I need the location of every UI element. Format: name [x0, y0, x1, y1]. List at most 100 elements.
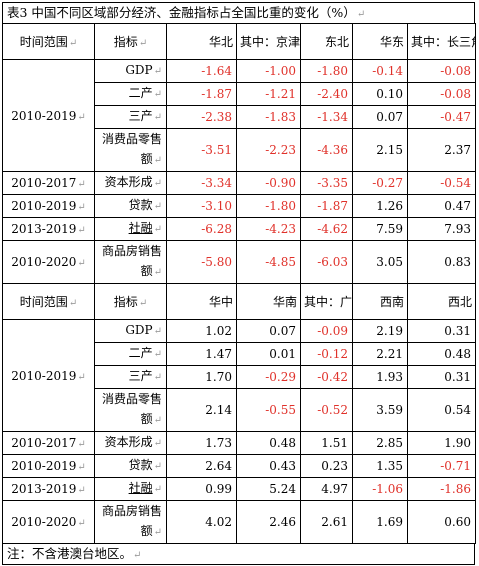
value-text: -0.27: [372, 176, 403, 190]
time-range-cell: 2010-2019↵: [2, 59, 95, 172]
value-text: -1.80: [317, 64, 348, 78]
paragraph-mark-icon: ↵: [153, 326, 162, 337]
value-text: 0.07: [376, 110, 403, 124]
time-range-label: 2010-2020: [11, 515, 77, 529]
value-cell: -0.27: [352, 171, 408, 195]
value-cell: 7.59: [352, 217, 408, 241]
indicator-label: 三产: [128, 369, 153, 383]
value-text: -3.51: [201, 143, 232, 157]
value-text: 0.07: [269, 324, 296, 338]
table-row: 消费品零售额↵ 2.14 -0.55 -0.52 3.59 0.54: [3, 388, 476, 432]
value-cell: 0.54: [407, 388, 476, 432]
indicator-cell: GDP↵: [94, 59, 167, 83]
paragraph-mark-icon: ↵: [77, 225, 86, 236]
value-cell: 4.97: [300, 477, 353, 501]
table-row: 2010-2019↵ 贷款↵ -3.10 -1.80 -1.87 1.26 0.47: [2, 194, 476, 218]
time-range-cell: 2010-2017↵: [2, 171, 95, 195]
value-cell: -2.23: [236, 128, 301, 172]
indicator-cell: 贷款↵: [94, 194, 167, 218]
header-label: 华北: [208, 35, 233, 49]
value-text: 2.64: [205, 459, 232, 473]
value-text: 1.70: [205, 370, 232, 384]
value-text: 3.59: [376, 403, 403, 417]
value-cell: -1.83: [236, 105, 301, 129]
value-cell: -0.29: [236, 365, 301, 389]
value-cell: -4.85: [236, 240, 301, 284]
indicator-label: 二产: [128, 346, 153, 360]
table-row: 2013-2019↵ 社融↵ -6.28 -4.23 -4.62 7.59 7.93: [2, 217, 476, 241]
table-row: 消费品零售额↵ -3.51 -2.23 -4.36 2.15 2.37: [3, 128, 476, 172]
value-cell: 0.43: [236, 454, 301, 478]
paragraph-mark-icon: ↵: [153, 484, 162, 495]
indicator-cell: 社融↵: [94, 477, 167, 501]
value-cell: 5.24: [236, 477, 301, 501]
indicator-cell: GDP↵: [94, 319, 167, 343]
value-cell: 1.73: [166, 431, 237, 455]
header-cell: 时间范围↵: [2, 283, 95, 320]
value-cell: -3.10: [166, 194, 237, 218]
value-text: -0.29: [265, 370, 296, 384]
value-text: 0.99: [205, 482, 232, 496]
paragraph-mark-icon: ↵: [68, 298, 78, 309]
value-cell: -2.38: [166, 105, 237, 129]
value-text: -0.55: [265, 403, 296, 417]
value-cell: -1.80: [300, 59, 353, 83]
indicator-label: 二产: [128, 86, 153, 100]
value-text: 2.46: [269, 515, 296, 529]
value-text: -0.08: [440, 64, 471, 78]
table-row: 2010-2017↵ 资本形成↵ -3.34 -0.90 -3.35 -0.27 -0.54: [2, 171, 476, 195]
paragraph-mark-icon: ↵: [77, 179, 86, 190]
value-text: -2.38: [201, 110, 232, 124]
time-range-label: 2010-2019: [11, 199, 77, 213]
value-text: -1.86: [440, 482, 471, 496]
value-cell: 1.26: [352, 194, 408, 218]
time-range-cell: 2010-2019↵: [2, 194, 95, 218]
value-cell: -0.42: [300, 365, 353, 389]
time-range-cell: 2010-2017↵: [2, 431, 95, 455]
table-note: 注：不含港澳台地区。↵: [2, 544, 475, 565]
value-cell: -0.08: [407, 59, 476, 83]
paragraph-mark-icon: ↵: [153, 349, 162, 360]
value-cell: 0.60: [407, 500, 476, 544]
value-text: -1.87: [317, 199, 348, 213]
value-text: 0.43: [269, 459, 296, 473]
header-label: 时间范围: [19, 35, 68, 49]
value-text: 1.73: [205, 436, 232, 450]
table-row: 二产↵ -1.87 -1.21 -2.40 0.10 -0.08: [3, 82, 476, 106]
value-text: -0.47: [440, 110, 471, 124]
indicator-cell: 资本形成↵: [94, 431, 167, 455]
value-text: -0.90: [265, 176, 296, 190]
value-cell: 1.51: [300, 431, 353, 455]
value-text: -4.62: [317, 222, 348, 236]
header-label: 指标: [113, 295, 138, 309]
header-label: 华南: [272, 295, 297, 309]
table-title: 表3 中国不同区域部分经济、金融指标占全国比重的变化（%）↵: [2, 2, 475, 23]
time-range-label: 2010-2020: [11, 255, 77, 269]
header-cell: 其中：京津冀: [236, 23, 301, 60]
value-cell: 7.93: [407, 217, 476, 241]
paragraph-mark-icon: ↵: [153, 66, 162, 77]
value-cell: -1.87: [166, 82, 237, 106]
value-text: -4.23: [265, 222, 296, 236]
value-text: -4.85: [265, 255, 296, 269]
indicator-cell: 三产↵: [94, 365, 167, 389]
header-cell: 指标↵: [94, 23, 167, 60]
time-range-label: 2013-2019: [11, 482, 77, 496]
header-cell: 华东: [352, 23, 408, 60]
header-label: 西北: [447, 295, 472, 309]
table-note-text: 注：不含港澳台地区。: [7, 546, 133, 561]
value-text: 1.35: [376, 459, 403, 473]
value-text: 0.60: [444, 515, 471, 529]
indicator-cell: 商品房销售额↵: [94, 500, 167, 544]
table-row: 二产↵ 1.47 0.01 -0.12 2.21 0.48: [3, 342, 476, 366]
value-cell: -6.28: [166, 217, 237, 241]
value-text: 7.59: [376, 222, 403, 236]
value-cell: -0.52: [300, 388, 353, 432]
paragraph-mark-icon: ↵: [77, 462, 86, 473]
value-text: -6.03: [317, 255, 348, 269]
value-cell: 2.64: [166, 454, 237, 478]
indicator-label: 社融: [128, 481, 153, 495]
value-text: 1.02: [205, 324, 232, 338]
